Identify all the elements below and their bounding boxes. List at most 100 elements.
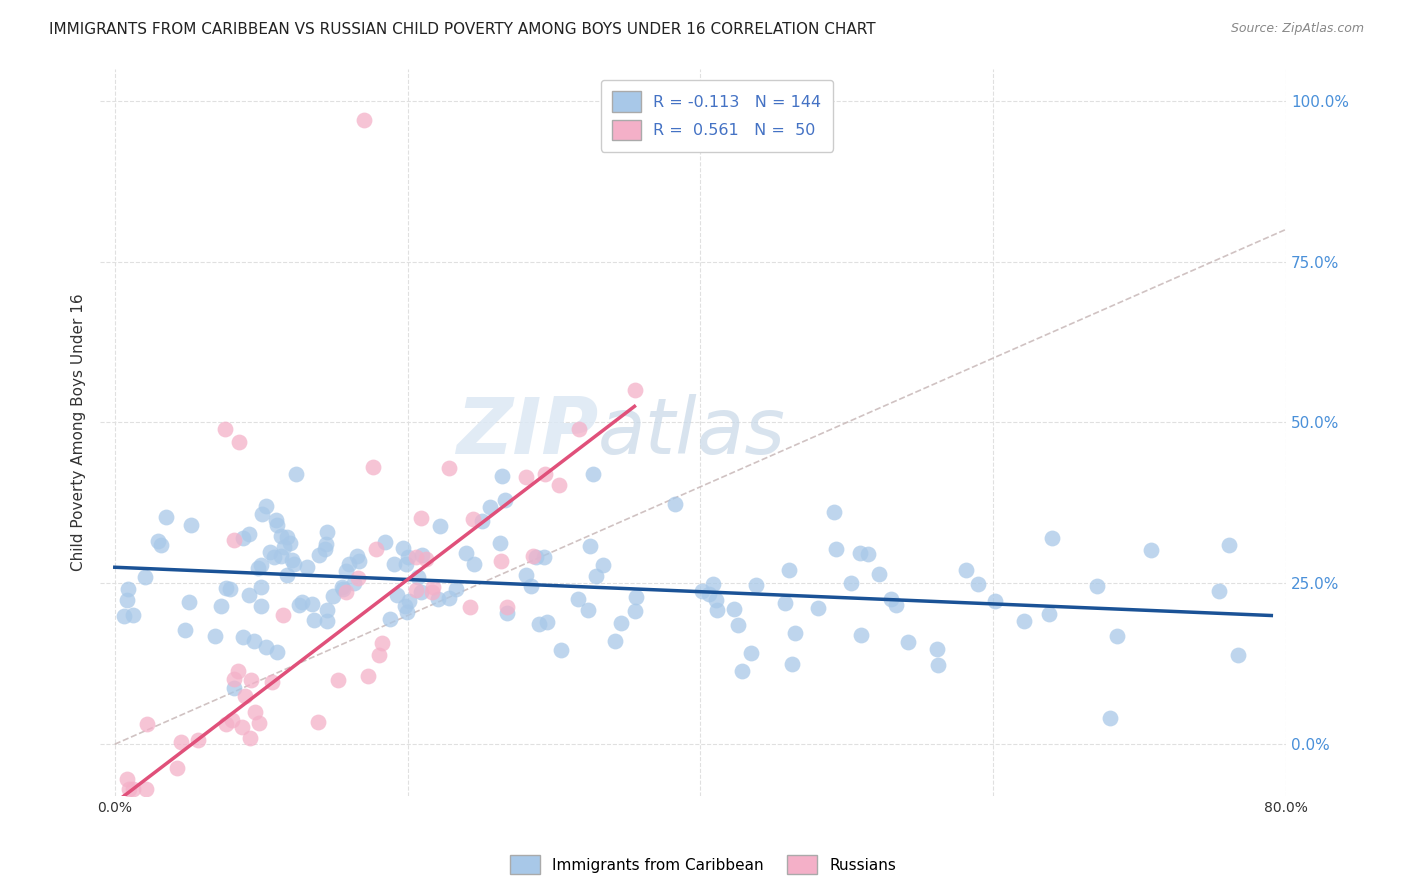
Point bbox=[266, 517, 288, 532]
Point bbox=[222, 681, 245, 695]
Point bbox=[1226, 648, 1249, 662]
Point bbox=[122, 608, 145, 623]
Point bbox=[337, 557, 360, 571]
Point bbox=[243, 634, 266, 648]
Point bbox=[1140, 543, 1163, 558]
Point bbox=[315, 525, 337, 540]
Point bbox=[624, 604, 647, 618]
Point bbox=[1218, 538, 1240, 552]
Point bbox=[550, 643, 572, 657]
Point bbox=[366, 542, 388, 557]
Point bbox=[1098, 711, 1121, 725]
Text: ZIP: ZIP bbox=[456, 394, 598, 470]
Point bbox=[592, 558, 614, 572]
Point bbox=[398, 594, 420, 608]
Point bbox=[276, 568, 298, 582]
Point bbox=[807, 601, 830, 615]
Point bbox=[221, 713, 243, 727]
Point bbox=[984, 593, 1007, 607]
Point bbox=[276, 530, 298, 544]
Point bbox=[533, 549, 555, 564]
Point bbox=[778, 563, 800, 577]
Point bbox=[851, 627, 873, 641]
Point bbox=[780, 657, 803, 672]
Point bbox=[444, 582, 467, 597]
Point bbox=[270, 549, 292, 563]
Point bbox=[382, 558, 405, 572]
Point bbox=[322, 589, 344, 603]
Point bbox=[297, 560, 319, 574]
Point bbox=[166, 760, 188, 774]
Point bbox=[148, 534, 170, 549]
Point bbox=[247, 560, 270, 574]
Point bbox=[491, 468, 513, 483]
Point bbox=[605, 634, 627, 648]
Point bbox=[315, 537, 337, 551]
Point bbox=[723, 602, 745, 616]
Legend: R = -0.113   N = 144, R =  0.561   N =  50: R = -0.113 N = 144, R = 0.561 N = 50 bbox=[600, 80, 832, 152]
Point bbox=[727, 618, 749, 632]
Point bbox=[740, 647, 762, 661]
Point bbox=[927, 657, 949, 672]
Point bbox=[250, 599, 273, 614]
Point bbox=[576, 602, 599, 616]
Point bbox=[437, 591, 460, 606]
Point bbox=[626, 591, 648, 605]
Point bbox=[886, 599, 908, 613]
Point bbox=[488, 536, 510, 550]
Point bbox=[117, 593, 139, 607]
Point bbox=[260, 675, 283, 690]
Point bbox=[301, 597, 323, 611]
Point bbox=[702, 577, 724, 591]
Point bbox=[585, 569, 607, 583]
Point bbox=[664, 498, 686, 512]
Point bbox=[879, 591, 901, 606]
Point bbox=[118, 781, 141, 796]
Point bbox=[343, 576, 366, 591]
Text: atlas: atlas bbox=[598, 394, 786, 470]
Point bbox=[825, 542, 848, 557]
Point bbox=[238, 526, 260, 541]
Point bbox=[150, 538, 173, 552]
Point bbox=[411, 548, 433, 562]
Point bbox=[249, 580, 271, 594]
Point bbox=[278, 536, 301, 550]
Point bbox=[458, 599, 481, 614]
Point bbox=[361, 460, 384, 475]
Point bbox=[420, 585, 443, 599]
Point bbox=[610, 616, 633, 631]
Point bbox=[706, 603, 728, 617]
Point bbox=[849, 546, 872, 560]
Point bbox=[209, 599, 232, 614]
Point bbox=[955, 563, 977, 577]
Point bbox=[353, 113, 375, 128]
Point bbox=[378, 612, 401, 626]
Point bbox=[405, 549, 427, 564]
Point bbox=[335, 564, 357, 578]
Point bbox=[374, 534, 396, 549]
Point bbox=[1038, 607, 1060, 621]
Point bbox=[328, 673, 350, 688]
Point bbox=[582, 467, 605, 481]
Point bbox=[567, 592, 589, 607]
Text: Source: ZipAtlas.com: Source: ZipAtlas.com bbox=[1230, 22, 1364, 36]
Point bbox=[349, 554, 371, 568]
Point bbox=[568, 422, 591, 436]
Point bbox=[522, 549, 544, 563]
Point bbox=[422, 580, 444, 594]
Point bbox=[204, 629, 226, 643]
Point bbox=[394, 558, 416, 572]
Point bbox=[226, 665, 249, 679]
Point bbox=[250, 507, 273, 521]
Point bbox=[335, 585, 357, 599]
Point bbox=[704, 592, 727, 607]
Point bbox=[231, 720, 253, 734]
Point bbox=[415, 551, 437, 566]
Point bbox=[437, 460, 460, 475]
Point bbox=[548, 477, 571, 491]
Point bbox=[232, 630, 254, 644]
Point bbox=[387, 588, 409, 602]
Point bbox=[174, 624, 197, 638]
Point bbox=[307, 715, 329, 730]
Point bbox=[238, 588, 260, 602]
